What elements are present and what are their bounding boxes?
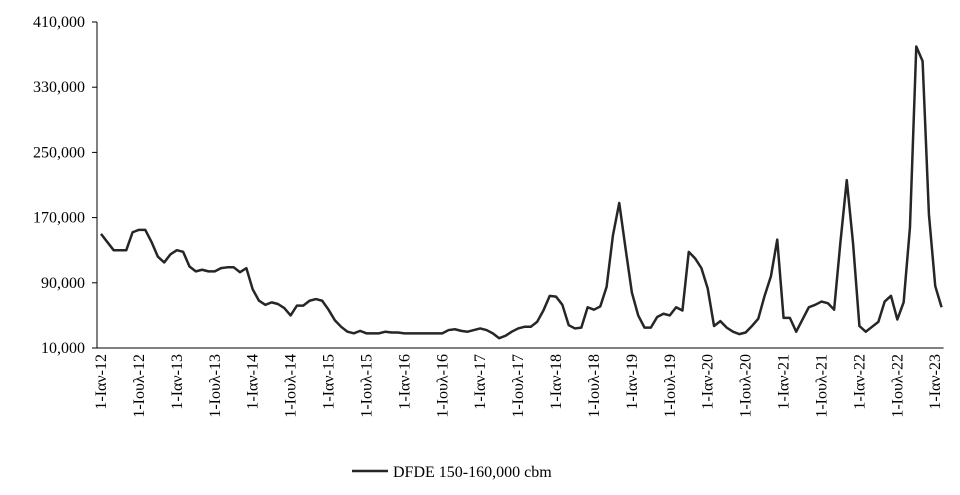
- x-tick-label: 1-Ιουλ-13: [207, 354, 224, 418]
- x-tick-label: 1-Ιουλ-20: [738, 354, 755, 418]
- y-tick-label: 10,000: [41, 340, 85, 357]
- x-tick-label: 1-Ιαν-14: [245, 354, 262, 410]
- x-tick-label: 1-Ιουλ-21: [813, 354, 830, 418]
- x-tick-label: 1-Ιουλ-22: [889, 354, 906, 418]
- y-tick-label: 250,000: [33, 144, 85, 161]
- x-tick-label: 1-Ιαν-21: [776, 354, 793, 410]
- legend-label: DFDE 150-160,000 cbm: [393, 464, 552, 481]
- y-tick-label: 90,000: [41, 275, 85, 292]
- x-tick-label: 1-Ιουλ-12: [131, 354, 148, 418]
- x-tick-label: 1-Ιαν-19: [624, 354, 641, 410]
- y-tick-label: 410,000: [33, 14, 85, 31]
- x-tick-label: 1-Ιουλ-17: [510, 354, 527, 418]
- y-tick-label: 330,000: [33, 79, 85, 96]
- x-tick-label: 1-Ιουλ-18: [586, 354, 603, 418]
- x-tick-label: 1-Ιουλ-15: [358, 354, 375, 418]
- x-tick-label: 1-Ιαν-23: [927, 354, 944, 410]
- x-tick-label: 1-Ιουλ-16: [434, 354, 451, 418]
- x-tick-label: 1-Ιαν-17: [472, 354, 489, 410]
- x-tick-label: 1-Ιαν-16: [396, 354, 413, 410]
- x-tick-label: 1-Ιουλ-19: [662, 354, 679, 418]
- x-tick-label: 1-Ιαν-22: [851, 354, 868, 410]
- x-tick-label: 1-Ιαν-18: [548, 354, 565, 410]
- x-tick-label: 1-Ιαν-13: [169, 354, 186, 410]
- x-tick-label: 1-Ιαν-20: [700, 354, 717, 410]
- x-tick-label: 1-Ιουλ-14: [283, 354, 300, 418]
- x-tick-label: 1-Ιαν-12: [93, 354, 110, 410]
- x-tick-label: 1-Ιαν-15: [321, 354, 338, 410]
- line-series: [100, 45, 943, 340]
- y-tick-label: 170,000: [33, 210, 85, 227]
